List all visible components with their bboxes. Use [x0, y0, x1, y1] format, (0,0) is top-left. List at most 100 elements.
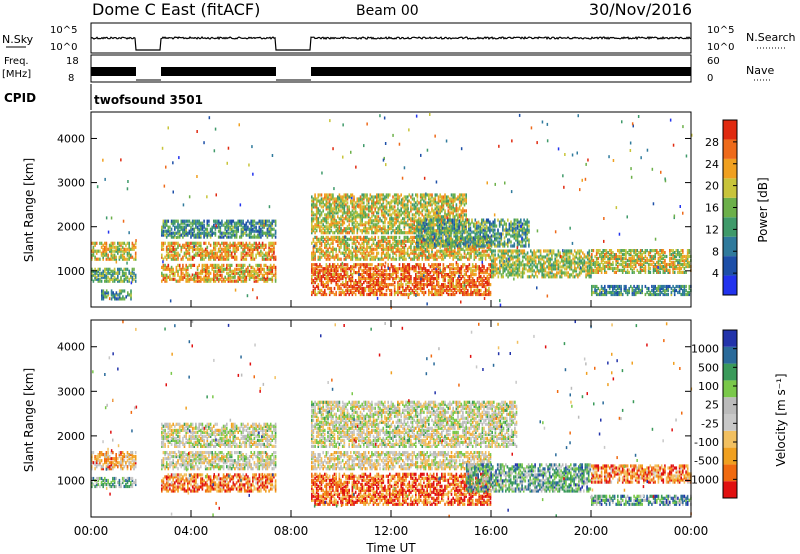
echo-cell: [379, 281, 381, 285]
echo-cell: [340, 195, 342, 199]
echo-cell: [361, 255, 363, 259]
echo-cell: [204, 265, 207, 269]
echo-cell: [245, 257, 248, 261]
echo-cell: [363, 251, 365, 255]
echo-cell: [253, 275, 256, 279]
echo-cell: [312, 201, 315, 205]
echo-cell: [377, 269, 380, 273]
echo-cell: [402, 286, 404, 291]
echo-cell: [432, 265, 435, 269]
echo-cell: [227, 275, 230, 279]
echo-cell: [445, 288, 448, 293]
echo-cell: [193, 263, 196, 267]
echo-cell: [480, 279, 482, 283]
echo-cell: [99, 271, 101, 275]
echo-cell: [444, 277, 446, 281]
echo-cell: [379, 284, 381, 289]
echo-cell: [162, 243, 165, 247]
echo-cell: [335, 292, 337, 297]
echo-cell: [457, 283, 459, 287]
echo-cell: [350, 271, 352, 275]
echo-cell: [416, 195, 419, 199]
echo-cell: [454, 267, 456, 271]
echo-cell: [201, 227, 204, 231]
echo-cell: [314, 277, 316, 281]
echo-cell: [376, 197, 378, 201]
echo-cell: [359, 290, 362, 295]
echo-cell: [134, 279, 137, 283]
echo-cell: [256, 275, 259, 279]
echo-cell: [372, 284, 375, 289]
echo-cell: [350, 255, 352, 259]
echo-cell: [333, 201, 336, 205]
echo-cell: [361, 219, 363, 223]
echo-cell: [369, 245, 372, 249]
echo-cell: [346, 241, 349, 245]
echo-cell: [191, 223, 194, 227]
echo-cell: [177, 231, 179, 235]
echo-cell: [377, 211, 380, 215]
echo-cell: [337, 239, 339, 243]
echo-cell: [358, 241, 360, 245]
echo-cell: [101, 293, 103, 297]
echo-cell: [115, 291, 118, 295]
echo-cell: [100, 273, 103, 277]
echo-cell: [418, 251, 420, 255]
echo-cell: [387, 284, 389, 289]
echo-cell: [413, 203, 415, 207]
echo-cell: [130, 247, 132, 251]
echo-cell: [413, 207, 415, 211]
echo-cell: [248, 271, 251, 275]
echo-cell: [174, 233, 176, 237]
echo-cell: [353, 239, 355, 243]
echo-cell: [424, 213, 427, 217]
echo-cell: [343, 273, 346, 277]
echo-cell: [419, 284, 422, 289]
echo-cell: [253, 269, 256, 273]
echo-cell: [214, 273, 217, 277]
echo-cell: [431, 284, 433, 289]
echo-cell: [161, 265, 163, 269]
echo-cell: [177, 227, 179, 231]
echo-cell: [325, 221, 328, 225]
echo-cell: [395, 239, 398, 243]
echo-cell: [320, 229, 323, 233]
echo-cell: [170, 271, 173, 275]
echo-cell: [167, 247, 170, 251]
echo-cell: [372, 211, 375, 215]
echo-cell: [261, 225, 264, 229]
echo-cell: [311, 275, 313, 279]
echo-cell: [195, 223, 197, 227]
echo-cell: [431, 281, 433, 285]
echo-cell: [255, 241, 257, 245]
echo-cell: [100, 275, 103, 279]
echo-cell: [317, 269, 320, 273]
echo-cell: [161, 227, 163, 231]
echo-cell: [345, 269, 347, 273]
echo-cell: [200, 243, 202, 247]
echo-cell: [481, 249, 484, 253]
echo-cell: [402, 203, 404, 207]
echo-cell: [415, 241, 417, 245]
echo-cell: [353, 237, 355, 241]
echo-cell: [104, 273, 106, 277]
echo-cell: [195, 235, 197, 239]
echo-cell: [243, 257, 246, 261]
echo-cell: [162, 273, 165, 277]
echo-cell: [369, 227, 372, 231]
echo-cell: [169, 249, 171, 253]
echo-cell: [426, 283, 428, 287]
echo-cell: [424, 269, 427, 273]
echo-cell: [183, 225, 186, 229]
echo-cell: [311, 213, 313, 217]
echo-cell: [382, 273, 385, 277]
echo-cell: [359, 195, 362, 199]
echo-cell: [190, 257, 192, 261]
echo-cell: [345, 203, 347, 207]
echo-cell: [348, 195, 350, 199]
echo-cell: [243, 225, 246, 229]
echo-cell: [242, 241, 244, 245]
echo-cell: [256, 273, 259, 277]
echo-cell: [483, 292, 485, 297]
echo-cell: [195, 219, 197, 223]
